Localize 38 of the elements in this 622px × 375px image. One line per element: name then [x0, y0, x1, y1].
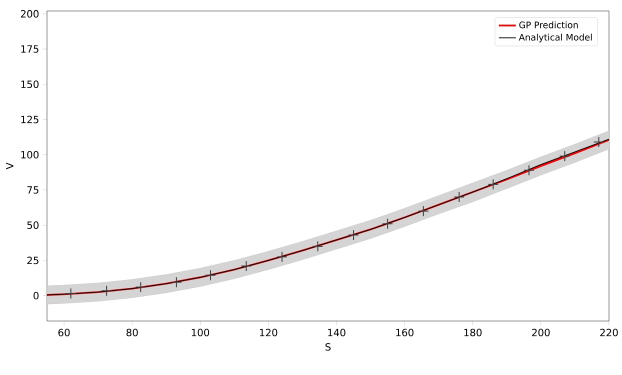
legend-label: GP Prediction [519, 21, 578, 28]
point [418, 206, 429, 217]
point [205, 270, 216, 281]
point [135, 282, 146, 293]
y-tick-label: 200 [20, 10, 39, 18]
point [101, 285, 112, 296]
y-tick-label: 0 [34, 292, 39, 300]
point [559, 150, 570, 162]
point [454, 192, 465, 202]
y-axis-title: V [6, 162, 14, 170]
y-tick-label: 175 [21, 45, 38, 53]
x-tick-label: 160 [396, 328, 414, 336]
point [65, 288, 76, 300]
y-tick-label: 150 [21, 80, 39, 88]
x-axis-title: S [325, 343, 331, 351]
legend-label: Analytical Model [518, 34, 592, 42]
x-tick-label: 220 [600, 328, 618, 336]
point [348, 230, 360, 241]
point [593, 136, 604, 148]
point [276, 251, 288, 262]
y-tick-label: 25 [27, 256, 38, 264]
x-tick-label: 100 [192, 328, 210, 336]
x-tick-label: 200 [532, 328, 550, 336]
x-tick-label: 120 [260, 328, 278, 336]
y-tick-label: 75 [27, 186, 38, 194]
point [382, 218, 394, 230]
point [523, 164, 534, 176]
point [488, 178, 499, 190]
y-tick-label: 100 [21, 150, 39, 158]
x-tick-label: 140 [328, 328, 346, 336]
y-tick-label: 50 [27, 221, 39, 229]
y-tick-label: 125 [21, 116, 38, 124]
point [240, 260, 252, 272]
x-tick-label: 80 [126, 328, 138, 336]
point [170, 276, 182, 288]
x-tick-label: 180 [464, 328, 482, 336]
x-tick-label: 60 [58, 328, 70, 336]
point [312, 240, 324, 252]
